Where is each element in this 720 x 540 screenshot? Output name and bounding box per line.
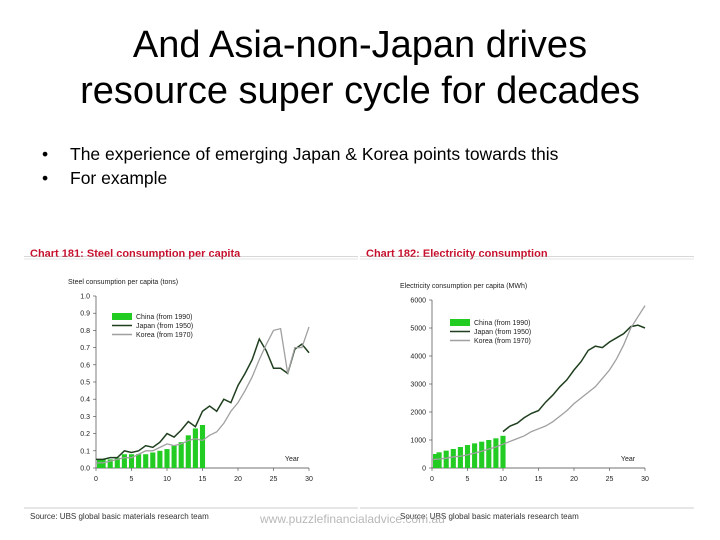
y-tick-label: 1.0 (80, 294, 90, 301)
x-tick-label: 20 (234, 476, 242, 483)
y-tick-label: 0.9 (80, 311, 90, 318)
china-bar (100, 459, 106, 468)
china-bar (114, 457, 120, 468)
x-axis-label: Year (285, 456, 300, 463)
legend-label: China (from 1990) (474, 320, 530, 327)
x-tick-label: 25 (270, 476, 278, 483)
legend-label: Japan (from 1950) (474, 329, 531, 336)
bullet-text: For example (70, 168, 168, 188)
y-tick-label: 3000 (410, 382, 426, 389)
bullet-dot: • (42, 144, 49, 164)
china-bar (199, 425, 206, 468)
electricity-chart-panel: Chart 182: Electricity consumption Elect… (360, 236, 694, 526)
y-axis-label: Electricity consumption per capita (MWh) (400, 283, 527, 290)
china-bar (164, 449, 170, 468)
china-bar (128, 454, 135, 468)
china-bar (136, 454, 142, 468)
x-tick-label: 15 (535, 476, 543, 483)
y-tick-label: 0 (422, 466, 426, 473)
steel-chart-panel: Chart 181: Steel consumption per capita … (24, 236, 358, 526)
china-bar (192, 428, 198, 468)
china-bar (457, 447, 463, 468)
slide-title: And Asia-non-Japan drives resource super… (0, 22, 720, 114)
x-tick-label: 10 (499, 476, 507, 483)
x-tick-label: 30 (641, 476, 649, 483)
japan-line (502, 324, 646, 433)
y-tick-label: 0.0 (80, 466, 90, 473)
y-tick-label: 0.8 (80, 328, 90, 335)
x-tick-label: 25 (606, 476, 614, 483)
steel-consumption-chart: Steel consumption per capita (tons) 0.0 0.… (24, 256, 358, 509)
china-bar (185, 435, 191, 468)
y-tick-label: 1000 (410, 438, 426, 445)
y-tick-label: 0.1 (80, 448, 90, 455)
china-bar (450, 448, 456, 468)
china-bar (150, 452, 156, 468)
china-bar (143, 454, 149, 468)
china-bar (178, 442, 184, 468)
slide-title-line-2: resource super cycle for decades (80, 70, 640, 112)
x-tick-label: 30 (305, 476, 313, 483)
x-tick-label: 0 (430, 476, 434, 483)
x-tick-label: 0 (94, 476, 98, 483)
chart-title: Chart 181: Steel consumption per capita (30, 248, 241, 260)
japan-line (96, 337, 310, 461)
y-tick-label: 5000 (410, 326, 426, 333)
legend-label: Japan (from 1950) (136, 323, 193, 330)
china-bar (472, 443, 478, 468)
china-bar (157, 450, 163, 468)
china-bar (479, 441, 485, 468)
electricity-consumption-chart: Electricity consumption per capita (MWh)… (360, 256, 694, 509)
y-tick-label: 0.6 (80, 362, 90, 369)
china-bar (493, 438, 499, 468)
y-tick-label: 2000 (410, 410, 426, 417)
y-tick-label: 0.4 (80, 397, 90, 404)
chart-source: Source: UBS global basic materials resea… (400, 512, 579, 521)
china-bar (500, 435, 506, 468)
y-tick-label: 6000 (410, 298, 426, 305)
slide-title-line-1: And Asia-non-Japan drives (132, 24, 588, 66)
x-tick-label: 15 (199, 476, 207, 483)
chart-source: Source: UBS global basic materials resea… (30, 512, 209, 521)
china-bar (436, 452, 442, 468)
legend-label: China (from 1990) (136, 314, 192, 321)
china-bar (486, 440, 492, 468)
x-tick-label: 5 (130, 476, 134, 483)
watermark-text: www.puzzlefinancialadvice.com.au (260, 512, 445, 526)
y-tick-label: 0.7 (80, 345, 90, 352)
korea-line (96, 326, 310, 464)
x-tick-label: 10 (163, 476, 171, 483)
china-bar (107, 459, 113, 468)
bullet-text: The experience of emerging Japan & Korea… (70, 144, 559, 164)
chart-title: Chart 182: Electricity consumption (366, 248, 548, 260)
china-bar (97, 459, 103, 468)
china-bar (464, 445, 471, 468)
china-bar (171, 445, 177, 468)
y-tick-label: 0.3 (80, 414, 90, 421)
legend-label: Korea (from 1970) (474, 338, 531, 345)
legend-swatch-china (450, 319, 470, 326)
legend-swatch-china (112, 313, 132, 320)
y-tick-label: 0.2 (80, 431, 90, 438)
y-tick-label: 0.5 (80, 380, 90, 387)
bullet-dot: • (42, 168, 49, 188)
bullet-item: • The experience of emerging Japan & Kor… (42, 142, 558, 166)
china-bar (121, 454, 127, 468)
x-tick-label: 5 (466, 476, 470, 483)
x-axis-label: Year (621, 456, 636, 463)
china-bar (433, 454, 439, 468)
y-axis-label: Steel consumption per capita (tons) (68, 279, 178, 286)
x-tick-label: 20 (570, 476, 578, 483)
korea-line (431, 305, 646, 461)
y-tick-label: 4000 (410, 354, 426, 361)
legend-label: Korea (from 1970) (136, 332, 193, 339)
china-bar (443, 450, 449, 468)
bullet-item: • For example (42, 166, 558, 190)
bullet-list: • The experience of emerging Japan & Kor… (42, 142, 558, 190)
